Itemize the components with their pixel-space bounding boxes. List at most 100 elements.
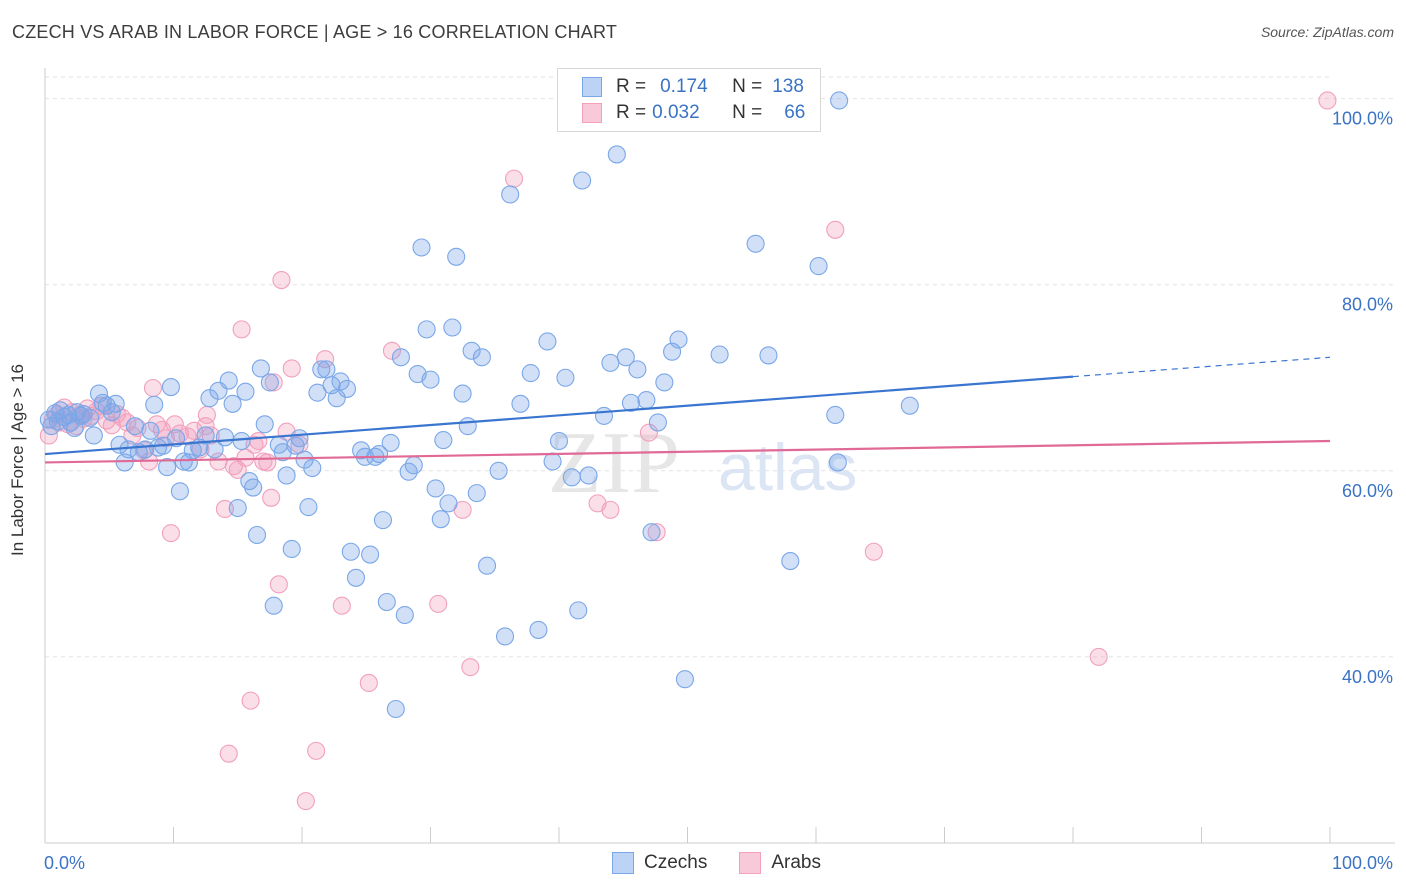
czechs-point: [141, 421, 160, 440]
arabs-point: [1089, 647, 1108, 666]
legend-item-arabs[interactable]: Arabs: [739, 852, 821, 874]
czechs-point: [370, 445, 389, 464]
czechs-point: [809, 257, 828, 276]
czechs-swatch: [612, 852, 634, 874]
n-label: N =: [732, 102, 763, 123]
czechs-point: [264, 596, 283, 615]
arabs-point: [215, 499, 234, 519]
czechs-trend-line: [44, 375, 1074, 456]
n-label: N =: [732, 76, 763, 97]
czechs-point: [167, 429, 186, 448]
czechs-point: [434, 431, 453, 450]
czechs-point: [377, 592, 396, 612]
arabs-point: [826, 220, 845, 239]
legend-item-czechs[interactable]: Czechs: [612, 852, 707, 874]
czechs-point: [594, 406, 614, 425]
arabs-point: [504, 169, 524, 188]
czechs-point: [170, 482, 189, 501]
y-tick-label: 80.0%: [1342, 295, 1393, 315]
arabs-point: [143, 378, 162, 398]
czechs-point: [675, 670, 694, 689]
czechs-point: [431, 510, 450, 529]
czechs-point: [458, 417, 477, 436]
czechs-point: [277, 466, 296, 485]
arabs-point: [156, 429, 175, 448]
czechs-point: [290, 429, 309, 448]
czechs-point: [828, 453, 847, 472]
czechs-point: [489, 461, 508, 480]
czechs-point: [303, 458, 322, 478]
arabs-point: [161, 524, 180, 543]
czechs-point: [337, 379, 357, 398]
czechs-point: [299, 498, 318, 517]
czechs-point: [346, 568, 366, 587]
arabs-point: [461, 658, 480, 677]
czechs-point: [521, 364, 540, 383]
czechs-point: [439, 494, 458, 513]
czechs-point: [80, 408, 100, 427]
czechs-point: [556, 368, 575, 387]
r-label: R =: [616, 76, 647, 97]
czechs-point: [260, 373, 279, 392]
czechs-point: [426, 479, 445, 498]
arabs-trend-line: [44, 439, 1331, 464]
czechs-point: [549, 431, 569, 451]
czechs-point: [511, 394, 530, 413]
czechs-point: [102, 403, 121, 422]
czechs-point: [538, 332, 557, 351]
czechs-point: [196, 426, 215, 445]
arabs-point: [197, 405, 216, 425]
czechs-point: [621, 393, 641, 412]
arabs-point: [307, 741, 326, 760]
czechs-point: [84, 426, 103, 445]
arabs-point: [185, 421, 204, 440]
czechs-point: [228, 498, 247, 518]
series-legend: Czechs Arabs: [612, 852, 853, 874]
czechs-point: [607, 145, 626, 164]
czechs-point: [453, 384, 472, 403]
arabs-point: [219, 744, 238, 763]
czechs-point: [421, 370, 440, 389]
czechs-point: [232, 431, 251, 451]
y-tick-label: 40.0%: [1342, 667, 1393, 687]
czechs-point: [462, 341, 481, 360]
czechs-point: [573, 171, 592, 190]
arabs-point: [269, 575, 288, 594]
chart-source: Source: ZipAtlas.com: [1260, 24, 1394, 40]
czechs-point: [361, 545, 380, 564]
czechs-point: [655, 373, 674, 392]
czechs-point: [251, 359, 270, 378]
czechs-point: [477, 556, 497, 575]
czechs-point: [648, 413, 667, 432]
arabs-point: [296, 792, 315, 811]
correlation-legend: R = 0.174 N = 138 R = 0.032 N = 66: [557, 68, 821, 132]
grid-lines: [45, 76, 1395, 658]
y-tick-label: 60.0%: [1342, 481, 1393, 501]
r-value: 0.174: [660, 76, 708, 97]
czechs-point: [447, 247, 466, 266]
r-value: 0.032: [652, 102, 700, 123]
czechs-point: [331, 372, 350, 391]
czechs-point: [417, 320, 436, 339]
czechs-point: [308, 383, 327, 402]
chart-title: CZECH VS ARAB IN LABOR FORCE | AGE > 16 …: [12, 22, 618, 42]
czechs-point: [467, 484, 486, 503]
arabs-point: [232, 320, 251, 339]
czechs-point: [443, 318, 462, 337]
czechs-point: [236, 382, 255, 401]
arabs-point: [601, 500, 620, 519]
czechs-point: [826, 405, 845, 425]
arabs-point: [647, 523, 666, 542]
czechs-point: [501, 185, 520, 204]
arabs-point: [258, 453, 277, 472]
watermark-atlas: atlas: [718, 430, 857, 504]
czechs-point: [106, 394, 125, 413]
czechs-point: [900, 396, 919, 415]
czechs-point: [669, 330, 688, 349]
czechs-point: [71, 406, 91, 425]
legend-row-arabs: R = 0.032 N = 66: [582, 101, 805, 125]
czechs-point: [637, 391, 656, 410]
czechs-point: [495, 627, 515, 646]
y-axis-label: In Labor Force | Age > 16: [8, 363, 27, 557]
